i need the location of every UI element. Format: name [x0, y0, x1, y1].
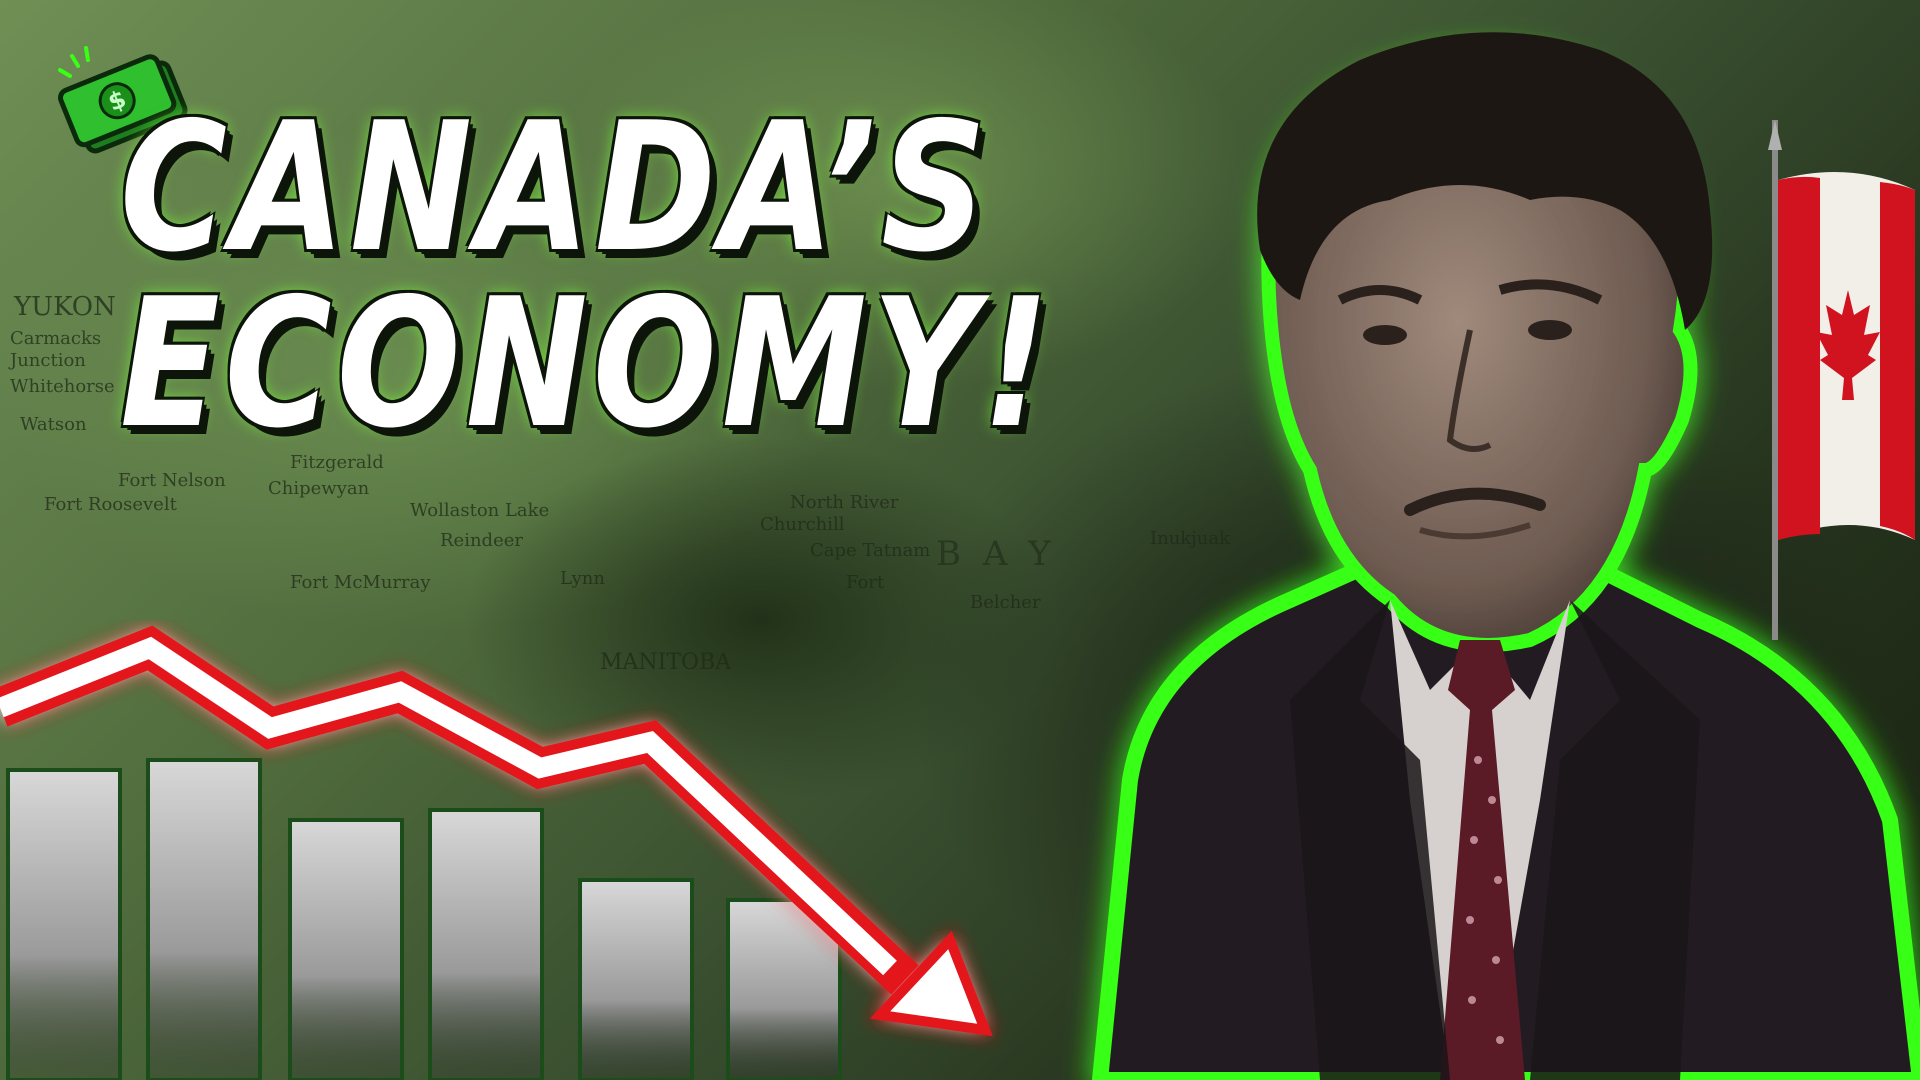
map-label: Watson — [20, 414, 87, 435]
hair — [1257, 32, 1713, 330]
headline: CANADA’S ECONOMY! — [120, 84, 1055, 467]
chart-bars — [6, 758, 842, 1080]
map-label: Inukjuak — [1150, 528, 1231, 549]
map-label: Junction — [10, 350, 86, 371]
map-label: Reindeer — [440, 530, 523, 551]
chart-bar — [428, 808, 544, 1080]
map-label: Fitzgerald — [290, 452, 384, 473]
canada-flag — [1768, 120, 1915, 640]
map-label: YUKON — [14, 292, 116, 322]
chart-bar — [6, 768, 122, 1080]
map-label: BAY — [936, 534, 1073, 574]
money-bills-icon: $ — [58, 46, 188, 154]
necktie — [1440, 640, 1525, 1080]
map-label: Churchill — [760, 514, 845, 535]
map-label: Cape Tatnam — [810, 540, 931, 561]
map-label: Fort Nelson — [118, 470, 226, 491]
map-label: Belcher — [970, 592, 1041, 613]
map-label: Fort — [846, 572, 885, 593]
map-label: MANITOBA — [600, 650, 732, 675]
person-in-suit — [1091, 32, 1920, 1080]
headline-line-2: ECONOMY! — [120, 260, 1055, 467]
map-label: Chipewyan — [268, 478, 370, 499]
map-label: Wollaston Lake — [410, 500, 550, 521]
chart-bar — [146, 758, 262, 1080]
map-label: Carmacks — [10, 328, 102, 349]
chart-bar — [726, 898, 842, 1080]
headline-line-1: CANADA’S — [120, 84, 992, 291]
map-label: North River — [790, 492, 899, 513]
declining-bar-chart-icon — [0, 625, 993, 1080]
chart-bar — [578, 878, 694, 1080]
map-label: Lynn — [560, 568, 605, 589]
down-trend-arrow — [0, 625, 993, 1037]
map-label: Fort McMurray — [290, 572, 431, 593]
chart-bar — [288, 818, 404, 1080]
map-label: Fort Roosevelt — [44, 494, 177, 515]
map-label: Whitehorse — [10, 376, 115, 397]
